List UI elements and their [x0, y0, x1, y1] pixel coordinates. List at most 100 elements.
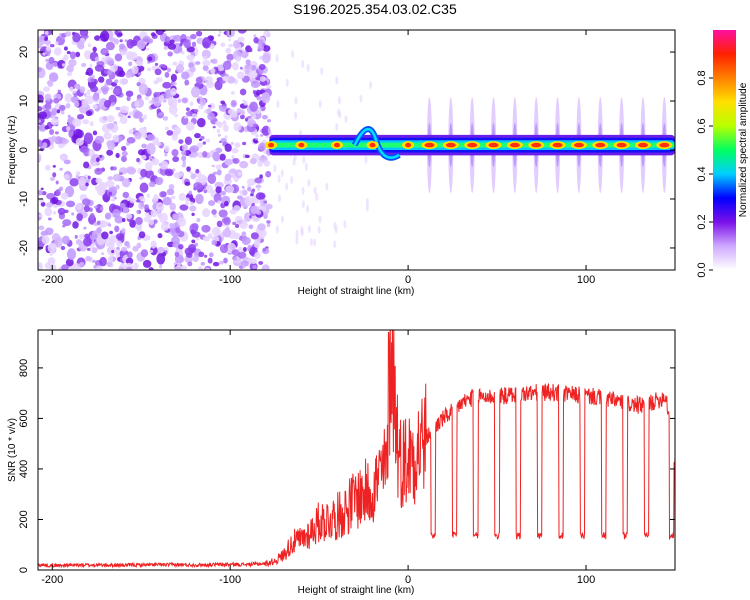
pulse-hot: [268, 142, 275, 148]
noise-speck: [52, 211, 57, 215]
noise-speck: [151, 158, 160, 166]
noise-speck: [92, 46, 97, 53]
noise-speck: [236, 195, 243, 200]
noise-speck: [126, 137, 136, 144]
noise-speck: [171, 133, 178, 141]
noise-speck: [263, 200, 268, 204]
noise-speck: [195, 30, 203, 37]
noise-speck: [122, 191, 130, 199]
noise-speck: [119, 78, 128, 86]
figure-title: S196.2025.354.03.02.C35: [293, 1, 457, 17]
noise-speck: [202, 56, 208, 60]
noise-speck: [170, 87, 177, 96]
noise-speck: [359, 94, 363, 103]
noise-speck: [102, 115, 108, 121]
noise-speck: [87, 43, 91, 48]
noise-speck: [38, 197, 45, 203]
noise-speck: [226, 53, 234, 61]
noise-speck: [266, 84, 272, 89]
noise-speck: [60, 245, 66, 251]
noise-speck: [184, 136, 193, 146]
noise-speck: [105, 41, 115, 51]
noise-speck: [306, 63, 310, 72]
noise-speck: [38, 106, 43, 112]
noise-speck: [177, 98, 182, 103]
noise-speck: [232, 221, 237, 226]
noise-speck: [253, 123, 258, 128]
noise-speck: [237, 36, 245, 42]
noise-speck: [243, 212, 252, 222]
noise-speck: [139, 182, 149, 193]
noise-speck: [112, 166, 117, 171]
noise-speck: [155, 30, 165, 36]
noise-speck: [211, 58, 218, 65]
noise-speck: [186, 121, 195, 131]
noise-speck: [217, 133, 221, 137]
noise-speck: [248, 70, 258, 79]
noise-speck: [150, 32, 156, 37]
noise-speck: [146, 47, 150, 51]
noise-speck: [185, 252, 193, 258]
snr-x-tick-label: -200: [41, 574, 63, 586]
snr-y-tick-label: 600: [18, 409, 30, 427]
noise-speck: [244, 117, 248, 122]
noise-speck: [235, 56, 241, 62]
noise-speck: [250, 111, 257, 120]
noise-speck: [99, 30, 110, 42]
noise-speck: [179, 43, 183, 47]
noise-speck: [146, 134, 156, 141]
noise-speck: [241, 264, 246, 269]
noise-speck: [205, 267, 210, 270]
noise-speck: [72, 263, 82, 270]
noise-speck: [148, 155, 153, 160]
pulse-hot: [405, 142, 412, 148]
noise-speck: [38, 35, 47, 46]
spectrogram-y-tick-label: 10: [18, 95, 30, 107]
noise-speck: [335, 76, 339, 85]
noise-speck: [107, 70, 113, 76]
noise-speck: [138, 196, 146, 205]
noise-speck: [277, 174, 281, 183]
noise-speck: [161, 143, 165, 147]
noise-speck: [63, 159, 71, 165]
noise-speck: [109, 230, 113, 235]
noise-speck: [46, 45, 51, 52]
noise-speck: [185, 201, 189, 206]
noise-speck: [114, 30, 119, 35]
noise-speck: [201, 224, 211, 233]
noise-speck: [38, 262, 43, 270]
noise-speck: [38, 111, 48, 119]
noise-speck: [263, 160, 271, 167]
noise-speck: [202, 151, 208, 158]
noise-speck: [202, 208, 211, 218]
noise-speck: [190, 33, 197, 40]
noise-speck: [173, 172, 183, 179]
noise-speck: [47, 242, 56, 253]
noise-speck: [199, 98, 207, 107]
noise-speck: [185, 107, 190, 112]
noise-speck: [189, 171, 193, 175]
pulse-hot: [369, 142, 376, 148]
noise-speck: [114, 225, 120, 233]
noise-speck: [265, 170, 272, 178]
noise-speck: [63, 174, 70, 180]
noise-speck: [227, 108, 236, 115]
noise-speck: [94, 135, 105, 144]
noise-speck: [267, 126, 271, 135]
noise-speck: [104, 83, 108, 88]
pulse-hot: [509, 142, 520, 148]
noise-speck: [253, 34, 257, 38]
noise-speck: [212, 125, 216, 129]
snr-x-tick-label: 0: [405, 574, 411, 586]
noise-speck: [258, 192, 266, 200]
pulse-hot: [488, 142, 499, 148]
noise-speck: [62, 138, 69, 144]
noise-speck: [159, 191, 167, 198]
noise-speck: [95, 157, 100, 163]
noise-speck: [53, 47, 62, 56]
noise-speck: [90, 78, 95, 82]
noise-speck: [83, 236, 92, 247]
noise-speck: [145, 161, 153, 172]
noise-speck: [215, 186, 222, 194]
